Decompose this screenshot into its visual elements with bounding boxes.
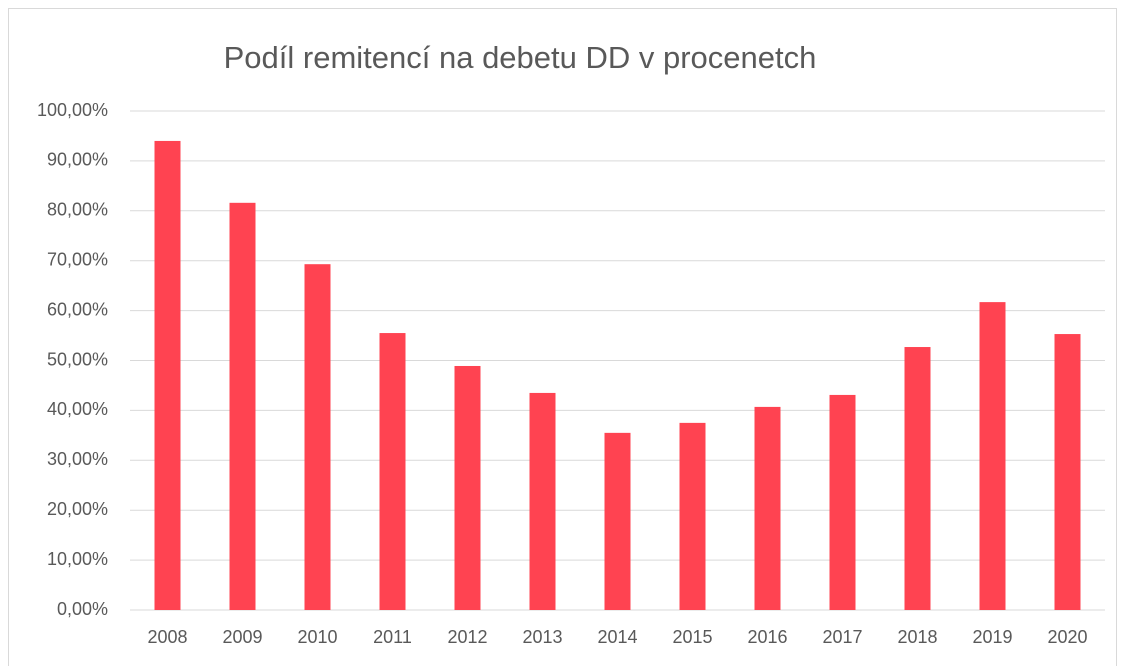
y-tick-label: 0,00% <box>57 599 108 619</box>
bar <box>604 432 631 610</box>
bar <box>979 302 1006 610</box>
y-tick-label: 50,00% <box>47 349 108 369</box>
x-tick-label: 2018 <box>897 627 937 647</box>
bar <box>529 392 556 610</box>
y-tick-label: 60,00% <box>47 299 108 319</box>
y-tick-label: 20,00% <box>47 499 108 519</box>
y-tick-label: 70,00% <box>47 249 108 269</box>
bar <box>904 347 931 610</box>
bar <box>829 394 856 610</box>
chart-border <box>8 8 1117 666</box>
y-tick-label: 40,00% <box>47 399 108 419</box>
x-tick-label: 2019 <box>972 627 1012 647</box>
bar <box>679 422 706 610</box>
bar <box>229 202 256 611</box>
bar <box>1054 334 1081 610</box>
y-tick-label: 100,00% <box>37 100 108 120</box>
y-tick-label: 80,00% <box>47 200 108 220</box>
x-tick-label: 2008 <box>147 627 187 647</box>
bar <box>304 264 331 610</box>
x-tick-label: 2020 <box>1047 627 1087 647</box>
x-tick-label: 2014 <box>597 627 637 647</box>
y-tick-label: 30,00% <box>47 449 108 469</box>
bar <box>754 406 781 610</box>
x-tick-label: 2010 <box>297 627 337 647</box>
bar <box>454 365 481 610</box>
x-tick-label: 2015 <box>672 627 712 647</box>
y-tick-label: 90,00% <box>47 150 108 170</box>
x-tick-label: 2011 <box>373 627 412 647</box>
chart-title: Podíl remitencí na debetu DD v procenetc… <box>224 40 817 75</box>
x-tick-label: 2013 <box>522 627 562 647</box>
bar <box>379 333 406 610</box>
x-tick-label: 2012 <box>447 627 487 647</box>
x-tick-label: 2016 <box>747 627 787 647</box>
bar <box>154 140 181 610</box>
x-tick-label: 2017 <box>822 627 862 647</box>
x-tick-label: 2009 <box>222 627 262 647</box>
y-tick-label: 10,00% <box>47 549 108 569</box>
